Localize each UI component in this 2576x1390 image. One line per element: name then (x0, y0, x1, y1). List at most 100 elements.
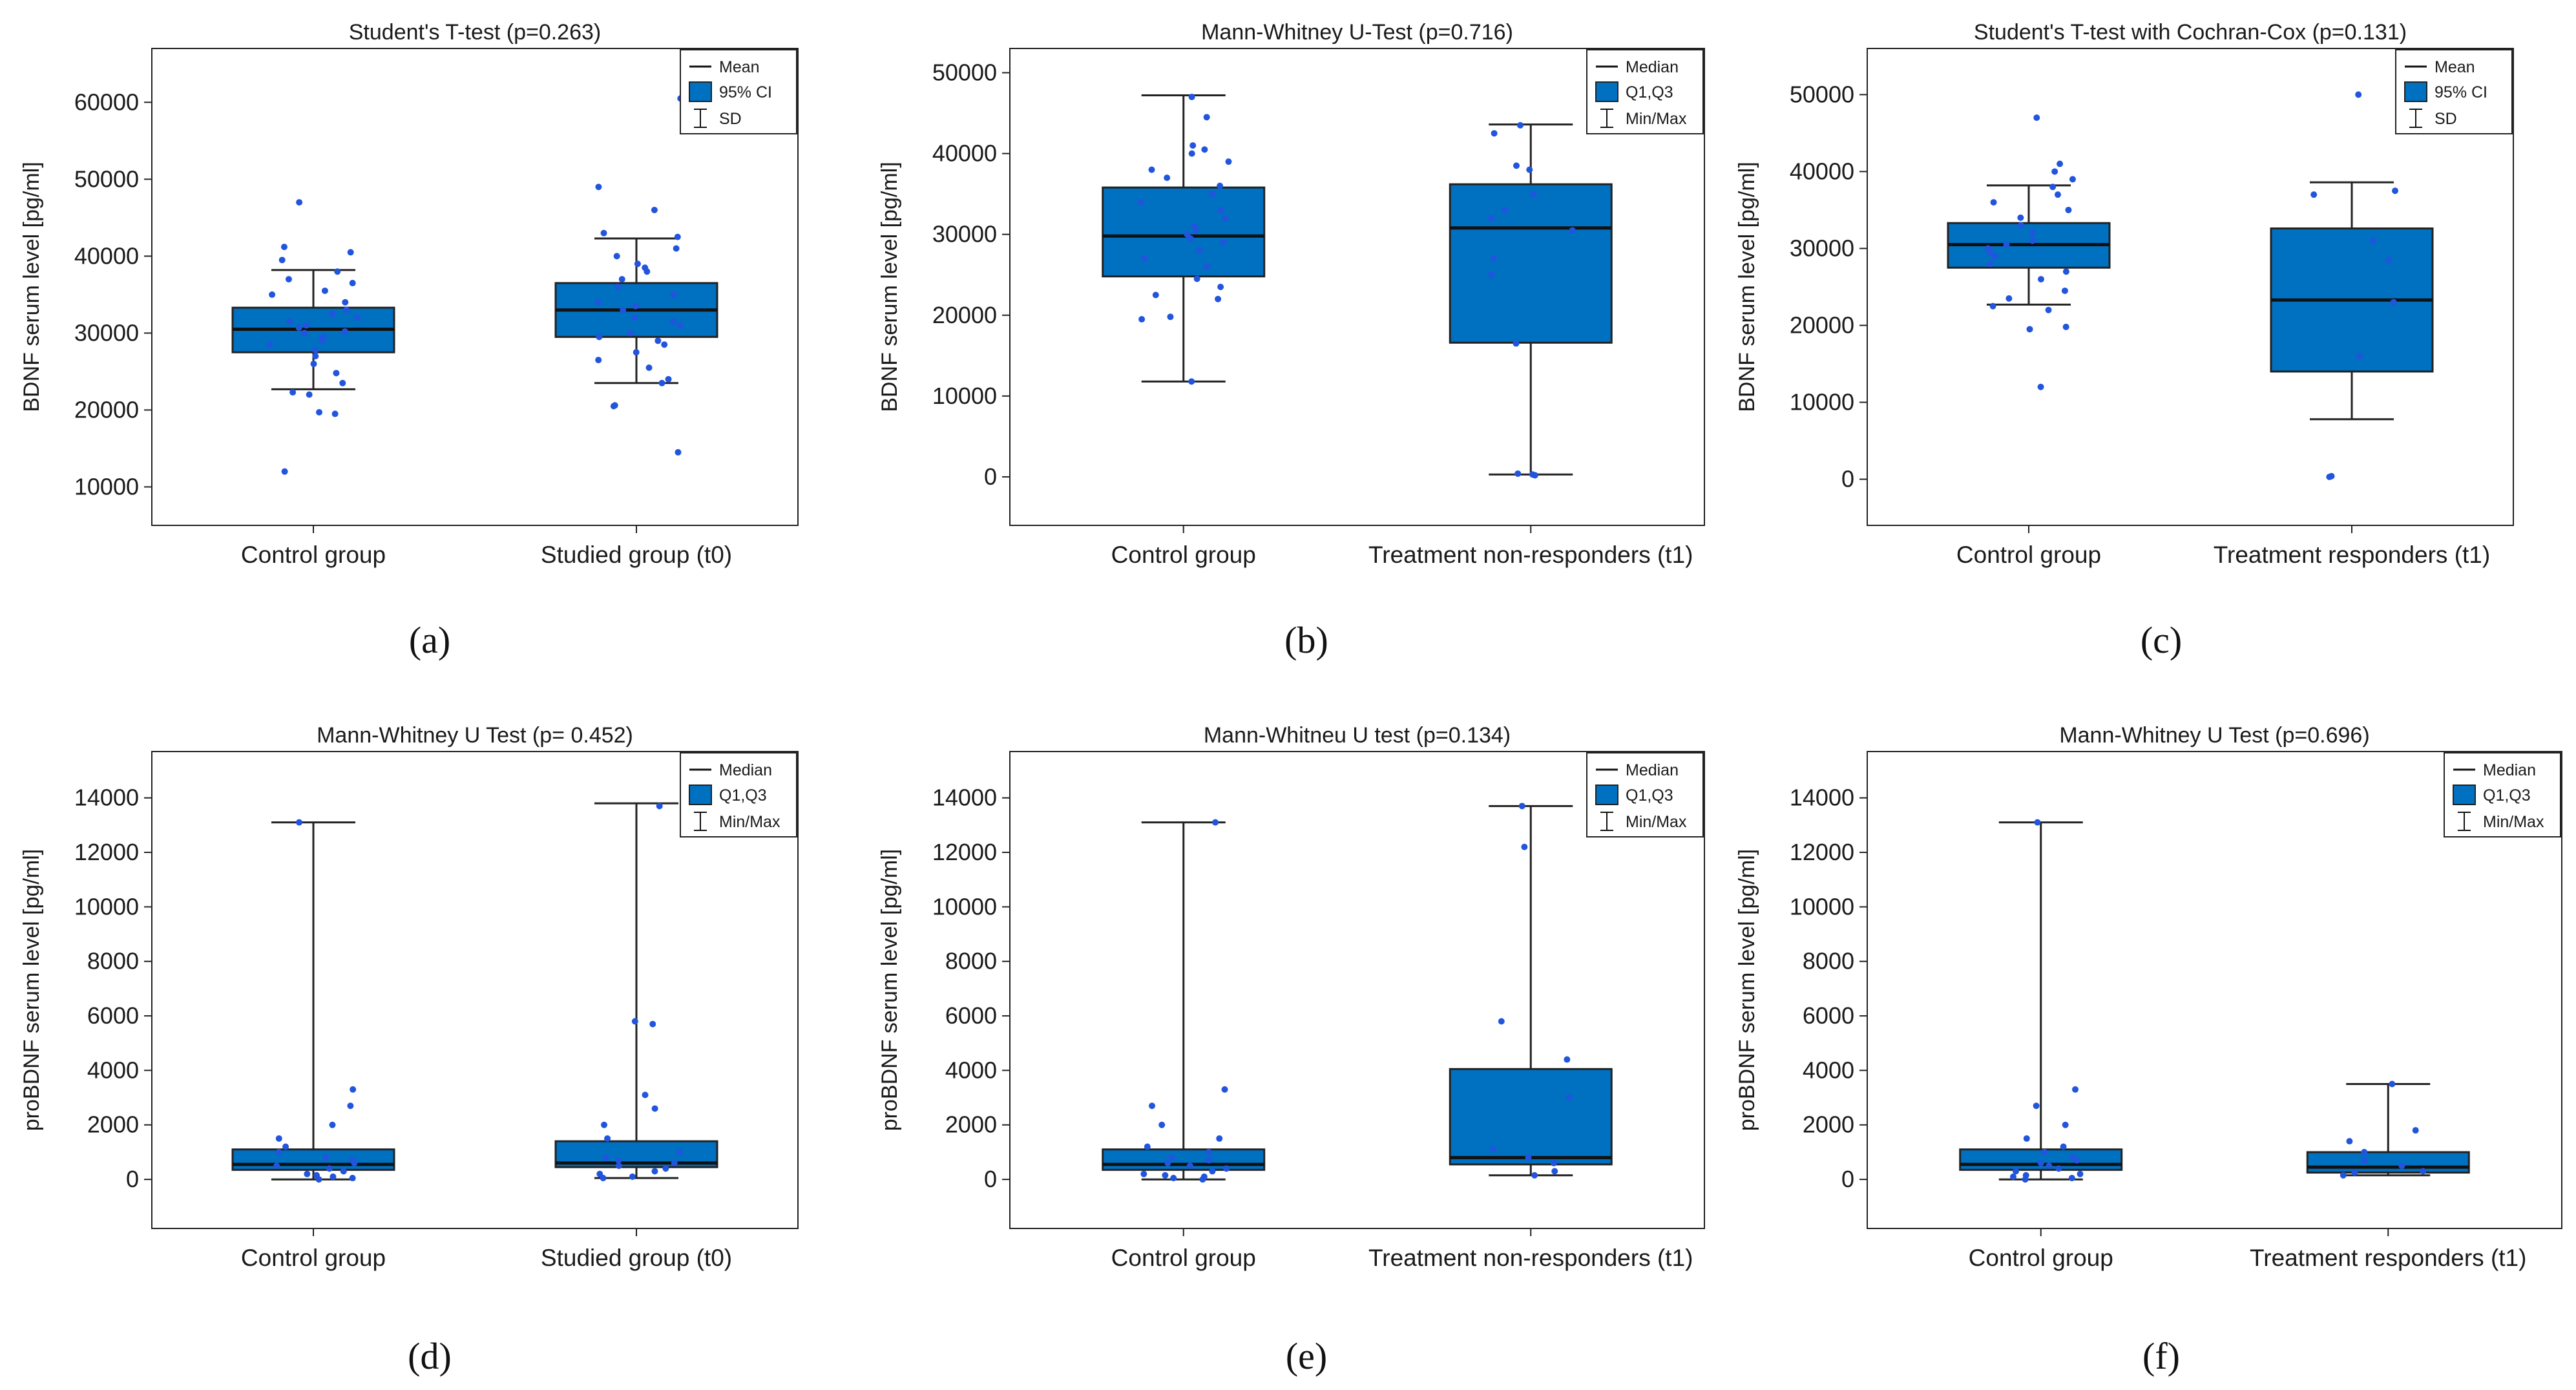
data-point (658, 379, 665, 386)
data-point (604, 1135, 611, 1142)
data-point (596, 1170, 603, 1177)
y-tick-label: 10000 (932, 893, 997, 920)
box-body (1102, 186, 1266, 278)
legend-label: SD (719, 110, 742, 128)
x-category-label: Treatment non-responders (t1) (1368, 542, 1693, 568)
data-point (282, 1143, 289, 1150)
data-point (671, 1159, 678, 1166)
data-point (2003, 241, 2010, 248)
panel-e: Mann-Whitneu U test (p=0.134) 0 2000 4000 60… (877, 723, 1705, 1377)
data-point (2069, 176, 2076, 183)
y-tick-label: 8000 (945, 948, 997, 974)
data-point (620, 306, 627, 313)
data-point (1525, 1154, 1532, 1161)
data-point (1513, 162, 1520, 169)
group-a-0: Control group (231, 199, 395, 568)
data-point (1488, 215, 1495, 222)
legend: Median Q1,Q3 Min/Max (680, 752, 797, 837)
legend-label: Q1,Q3 (1626, 786, 1673, 805)
legend-label: Q1,Q3 (2483, 786, 2531, 805)
y-tick-label: 60000 (74, 89, 139, 115)
data-point (275, 1148, 282, 1155)
data-point (1564, 1056, 1571, 1063)
data-point (611, 402, 618, 409)
data-point (350, 1086, 357, 1093)
data-point (2037, 383, 2044, 390)
y-tick-label: 4000 (945, 1057, 997, 1083)
y-tick-label: 2000 (1803, 1111, 1854, 1138)
data-point (1138, 316, 1146, 323)
box-body (1449, 1068, 1613, 1166)
box-body (231, 1148, 395, 1171)
data-point (1184, 231, 1191, 238)
data-point (613, 253, 620, 260)
data-point (645, 364, 653, 371)
chart-title: Mann-Whitneu U test (p=0.134) (1204, 723, 1511, 748)
y-tick-label: 30000 (74, 319, 139, 346)
data-point (2013, 1168, 2020, 1175)
data-point (2009, 1173, 2016, 1180)
data-point (2391, 187, 2398, 195)
data-point (2037, 1159, 2044, 1166)
data-point (1531, 1172, 1538, 1179)
data-point (306, 391, 313, 398)
data-point (1569, 227, 1576, 234)
data-point (349, 1174, 356, 1181)
legend: Median Q1,Q3 Min/Max (1586, 752, 1704, 837)
data-point (1491, 130, 1498, 137)
data-point (2026, 326, 2033, 333)
data-point (1140, 1170, 1147, 1177)
data-point (642, 264, 649, 271)
data-point (2041, 1148, 2048, 1155)
data-point (1204, 263, 1211, 270)
data-point (1205, 1148, 1212, 1155)
legend-label: Median (1626, 58, 1679, 76)
y-axis-label: proBDNF serum level [pg/ml] (19, 849, 44, 1131)
data-point (320, 333, 327, 341)
data-point (2072, 1086, 2079, 1093)
data-point (2062, 268, 2069, 275)
data-point (676, 322, 684, 329)
data-point (1137, 198, 1144, 205)
panel-caption: (e) (1286, 1335, 1327, 1377)
y-tick-label: 12000 (1790, 839, 1854, 865)
x-category-label: Control group (241, 1245, 386, 1271)
data-point (2005, 295, 2013, 302)
data-point (602, 1154, 609, 1161)
data-point (1217, 207, 1224, 214)
y-tick-label: 40000 (1790, 158, 1854, 184)
data-point (2385, 257, 2393, 264)
legend: Mean 95% CI SD (2395, 49, 2513, 134)
y-tick-label: 0 (984, 1166, 997, 1192)
data-point (662, 1165, 669, 1172)
data-point (2355, 91, 2362, 98)
legend-label: Median (1626, 761, 1679, 779)
data-point (1514, 470, 1522, 477)
data-point (1490, 255, 1497, 262)
data-point (1209, 191, 1216, 198)
data-point (2351, 1169, 2358, 1176)
data-point (654, 337, 662, 344)
data-point (342, 299, 349, 306)
data-point (280, 244, 288, 251)
legend-box-swatch (2404, 81, 2427, 102)
y-tick-label: 6000 (945, 1002, 997, 1029)
y-tick-label: 0 (1841, 1166, 1854, 1192)
y-tick-label: 20000 (932, 302, 997, 328)
data-point (341, 328, 348, 335)
y-tick-label: 0 (984, 463, 997, 490)
data-point (649, 1020, 656, 1027)
data-point (1209, 1168, 1216, 1175)
data-point (614, 284, 622, 290)
data-point (676, 1148, 683, 1155)
panel-c: Student's T-test with Cochran-Cox (p=0.1… (1735, 20, 2514, 661)
data-point (633, 349, 640, 356)
y-tick-label: 6000 (1803, 1002, 1854, 1029)
data-point (354, 314, 361, 321)
legend-label: SD (2435, 110, 2457, 128)
data-point (273, 1163, 280, 1170)
data-point (266, 341, 273, 348)
data-point (1148, 166, 1155, 173)
data-point (2017, 214, 2024, 221)
